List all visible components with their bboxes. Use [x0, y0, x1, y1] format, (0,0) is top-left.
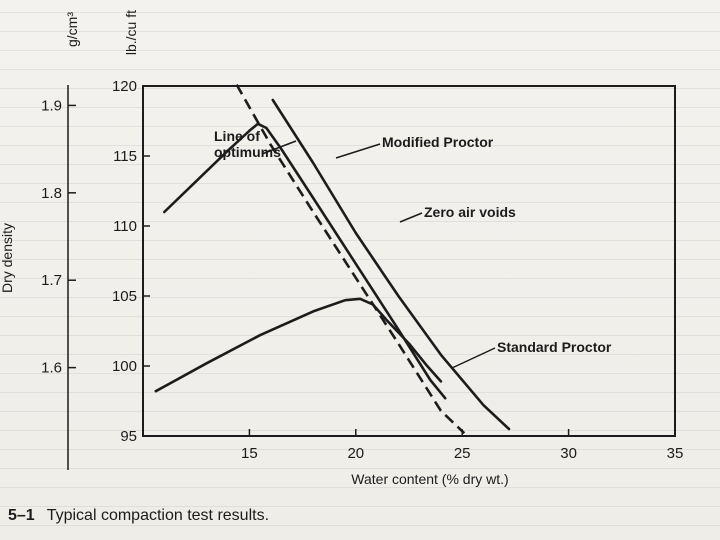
annotation-label: Zero air voids — [424, 204, 516, 220]
annotation-label: Line of — [214, 128, 260, 144]
annotation-leader-line — [451, 347, 496, 369]
annotation-label: optimums — [214, 144, 281, 160]
secondary-tick-label: 1.8 — [41, 185, 62, 202]
y-tick-label: 105 — [112, 288, 137, 305]
y-tick-label: 95 — [120, 428, 137, 445]
series-line-standard-proctor — [154, 297, 443, 393]
plot-frame — [142, 85, 676, 437]
x-tick-label: 25 — [454, 445, 471, 462]
y-tick-label: 100 — [112, 358, 137, 375]
x-tick-label: 35 — [667, 445, 684, 462]
figure-number: 5–1 — [8, 507, 35, 524]
series-line-line-of-optimums — [235, 83, 466, 435]
secondary-tick-label: 1.7 — [41, 272, 62, 289]
y-tick-label: 120 — [112, 78, 137, 95]
annotation-leader-line — [399, 212, 423, 223]
x-tick-label: 20 — [347, 445, 364, 462]
figure-caption-text: Typical compaction test results. — [46, 507, 270, 524]
x-tick-label: 30 — [560, 445, 577, 462]
figure-caption: 5–1 Typical compaction test results. — [8, 507, 269, 525]
annotation-label: Modified Proctor — [382, 134, 494, 150]
secondary-tick-label: 1.6 — [41, 360, 62, 377]
chart-series — [154, 83, 511, 435]
annotation-leader-line — [261, 140, 297, 155]
x-axis-title: Water content (% dry wt.) — [351, 471, 508, 487]
chart-axes: 15 20 25 30 35 Water content (% dry wt.) 95 100… — [0, 10, 683, 487]
y-tick-label: 110 — [113, 218, 137, 235]
series-line-zero-air-voids — [271, 98, 511, 431]
secondary-axis-unit: g/cm³ — [64, 12, 80, 47]
y-tick-label: 115 — [113, 148, 137, 165]
x-tick-label: 15 — [241, 445, 258, 462]
annotation-leader-line — [335, 143, 381, 159]
series-line-modified-proctor — [163, 122, 447, 400]
secondary-axis-title: Dry density — [0, 223, 15, 293]
secondary-tick-label: 1.9 — [41, 97, 62, 114]
y-axis-title: lb./cu ft — [123, 10, 139, 55]
annotation-label: Standard Proctor — [497, 339, 612, 355]
